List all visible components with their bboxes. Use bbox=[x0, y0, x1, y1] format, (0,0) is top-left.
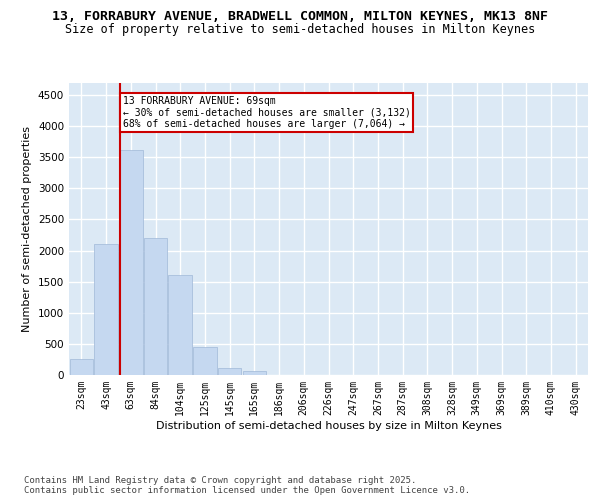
Text: Size of property relative to semi-detached houses in Milton Keynes: Size of property relative to semi-detach… bbox=[65, 22, 535, 36]
Text: 13 FORRABURY AVENUE: 69sqm
← 30% of semi-detached houses are smaller (3,132)
68%: 13 FORRABURY AVENUE: 69sqm ← 30% of semi… bbox=[122, 96, 410, 130]
Bar bbox=[119, 150, 143, 375]
Bar bbox=[94, 244, 118, 375]
Bar bbox=[193, 347, 217, 375]
Bar bbox=[169, 276, 192, 375]
Text: 13, FORRABURY AVENUE, BRADWELL COMMON, MILTON KEYNES, MK13 8NF: 13, FORRABURY AVENUE, BRADWELL COMMON, M… bbox=[52, 10, 548, 23]
Bar bbox=[144, 238, 167, 375]
Bar bbox=[70, 360, 93, 375]
Y-axis label: Number of semi-detached properties: Number of semi-detached properties bbox=[22, 126, 32, 332]
Bar bbox=[242, 372, 266, 375]
Text: Contains HM Land Registry data © Crown copyright and database right 2025.
Contai: Contains HM Land Registry data © Crown c… bbox=[24, 476, 470, 495]
Bar bbox=[218, 368, 241, 375]
X-axis label: Distribution of semi-detached houses by size in Milton Keynes: Distribution of semi-detached houses by … bbox=[155, 420, 502, 430]
